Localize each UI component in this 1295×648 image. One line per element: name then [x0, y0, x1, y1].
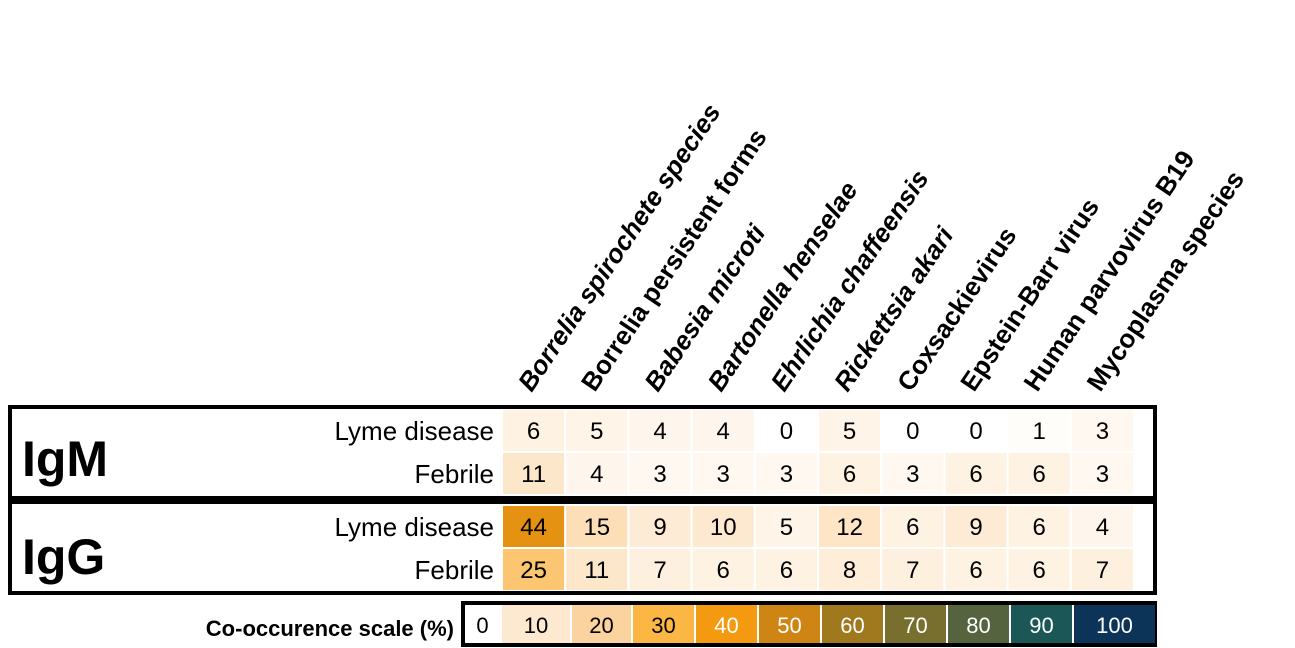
heatmap-cell: [501, 504, 567, 549]
group-frame: [8, 405, 1157, 500]
cell-value: 5: [843, 418, 856, 445]
cell-value: 0: [780, 418, 793, 445]
cell-value: 6: [1033, 557, 1046, 584]
cell-value: 6: [1033, 461, 1046, 488]
heatmap-cell: [1006, 451, 1072, 496]
row-labels: Lyme disease Febrile Lyme disease Febrile: [335, 416, 494, 585]
scale-label: 0: [476, 613, 488, 638]
cell-value: 7: [653, 557, 666, 584]
cell-value: 4: [1096, 514, 1109, 541]
cell-value: 10: [710, 514, 737, 541]
cell-value: 6: [1033, 514, 1046, 541]
row-label: Febrile: [415, 555, 494, 585]
cell-value: 8: [843, 557, 856, 584]
cell-value: 5: [590, 418, 603, 445]
scale-label: 20: [589, 613, 613, 638]
cell-value: 44: [520, 514, 547, 541]
cell-value: 6: [843, 461, 856, 488]
cell-value: 9: [653, 514, 666, 541]
cell-value: 4: [590, 461, 603, 488]
cell-value: 9: [969, 514, 982, 541]
heatmap-cell: [943, 547, 1009, 592]
cell-value: 0: [906, 418, 919, 445]
cell-value: 3: [1096, 418, 1109, 445]
cell-value: 25: [520, 557, 547, 584]
scale-swatch: [948, 605, 1009, 643]
scale-swatch: [885, 605, 946, 643]
cell-value: 7: [1096, 557, 1109, 584]
heatmap-cell: [817, 451, 883, 496]
heatmap-cell: [564, 451, 630, 496]
heatmap-cell: [943, 408, 1009, 453]
group-label: IgM: [22, 431, 108, 487]
scale-swatch: [759, 605, 820, 643]
cell-value: 6: [969, 461, 982, 488]
cell-value: 4: [717, 418, 730, 445]
cell-value: 3: [653, 461, 666, 488]
heatmap-cell: [880, 451, 946, 496]
scale-title: Co-occurence scale (%): [206, 616, 454, 641]
scale-label: 90: [1029, 613, 1053, 638]
scale-label: 30: [651, 613, 675, 638]
heatmap-cells: 6 5 4 4 0 5 0 0 1 311 4 3 3 3 6 3 6 6 344 15 9 10 5 12 6 9 6 425 11 7…: [501, 408, 1136, 592]
group-frame: [8, 500, 1157, 595]
scale-swatch: [1011, 605, 1072, 643]
scale-swatch: [572, 605, 631, 643]
scale-label: 10: [524, 613, 548, 638]
scale-label: 50: [777, 613, 801, 638]
cell-value: 11: [521, 461, 546, 488]
heatmap-cell: [1006, 408, 1072, 453]
cell-value: 4: [653, 418, 666, 445]
color-scale-legend: Co-occurence scale (%) 0 10 20 30 40 50 60 70 80…: [206, 601, 1157, 647]
scale-swatch: [502, 605, 570, 643]
cell-value: 7: [906, 557, 919, 584]
scale-swatch: [633, 605, 694, 643]
heatmap-cell: [627, 504, 693, 549]
scale-label: 60: [840, 613, 864, 638]
heatmap-cell: [880, 547, 946, 592]
cell-value: 11: [584, 557, 609, 584]
row-label: Lyme disease: [335, 512, 494, 542]
cell-value: 3: [717, 461, 730, 488]
cell-value: 6: [527, 418, 540, 445]
heatmap-cell: [1006, 547, 1072, 592]
row-label: Febrile: [415, 459, 494, 489]
scale-swatch: [1074, 605, 1155, 643]
row-label: Lyme disease: [335, 416, 494, 446]
scale-swatch: [696, 605, 757, 643]
cell-value: 1: [1033, 418, 1046, 445]
group-frames: [8, 405, 1157, 595]
heatmap-cell: [501, 547, 567, 592]
heatmap-cell: [753, 451, 819, 496]
group-labels: IgM IgG: [22, 431, 108, 585]
scale-label: 70: [903, 613, 927, 638]
cell-value: 6: [969, 557, 982, 584]
group-label: IgG: [22, 529, 105, 585]
scale-swatch: [465, 605, 500, 643]
heatmap-cell: [1006, 504, 1072, 549]
cell-value: 5: [780, 514, 793, 541]
heatmap-cell: [817, 547, 883, 592]
cell-value: 3: [1096, 461, 1109, 488]
heatmap-cell: [1069, 451, 1136, 496]
scale-label: 40: [714, 613, 738, 638]
heatmap-cell: [564, 408, 630, 453]
cell-value: 3: [906, 461, 919, 488]
cell-value: 6: [780, 557, 793, 584]
cell-value: 6: [906, 514, 919, 541]
scale-swatch: [822, 605, 883, 643]
cell-value: 0: [969, 418, 982, 445]
scale-label: 80: [966, 613, 990, 638]
heatmap-cell: [627, 451, 693, 496]
heatmap-cell: [690, 451, 756, 496]
scale-label: 100: [1096, 613, 1133, 638]
cell-value: 12: [836, 514, 863, 541]
cell-value: 15: [583, 514, 610, 541]
cell-value: 3: [780, 461, 793, 488]
heatmap-cell: [943, 451, 1009, 496]
heatmap-cell: [627, 547, 693, 592]
cell-value: 6: [717, 557, 730, 584]
